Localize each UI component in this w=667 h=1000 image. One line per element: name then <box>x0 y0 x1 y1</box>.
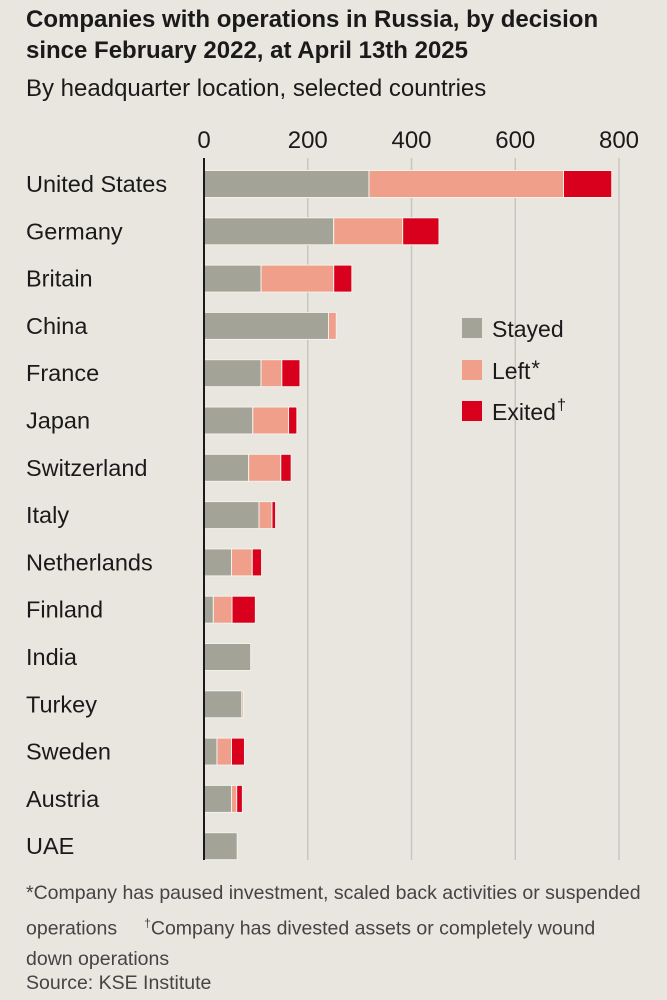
legend-swatch-exited <box>462 401 482 421</box>
bar-left <box>216 737 232 766</box>
category-label: Finland <box>26 597 103 623</box>
category-label: Austria <box>26 786 100 812</box>
bar-left <box>260 264 335 293</box>
bar-stayed <box>203 170 370 198</box>
footnote: *Company has paused investment, scaled b… <box>26 878 646 974</box>
bar-stayed <box>203 784 232 813</box>
bar-left <box>333 217 404 246</box>
x-tick-label: 0 <box>197 127 210 154</box>
x-tick-label: 600 <box>495 127 535 154</box>
legend-label-stayed: Stayed <box>492 316 564 342</box>
footnote-exited-mark: † <box>144 916 151 930</box>
category-label: China <box>26 313 88 339</box>
x-tick-label: 200 <box>288 127 328 154</box>
bar-exited <box>288 406 298 435</box>
bar-left <box>212 595 233 624</box>
category-label: Japan <box>26 408 90 434</box>
footnote-left-text: Company has paused investment, scaled ba… <box>26 882 641 940</box>
bar-exited <box>333 264 353 293</box>
legend-swatch-stayed <box>462 318 482 338</box>
legend-mark-exited: † <box>557 397 566 414</box>
bar-exited <box>402 217 440 246</box>
bar-exited <box>271 501 277 530</box>
bar-left <box>241 690 244 719</box>
x-tick-label: 400 <box>391 127 431 154</box>
category-label: France <box>26 360 99 386</box>
stacked-bar-chart: 0 200 400 600 800 United States Germany Britain… <box>26 127 639 861</box>
bar-stayed <box>203 548 232 577</box>
bar-left <box>230 548 253 577</box>
category-label: Germany <box>26 218 123 244</box>
category-label: Netherlands <box>26 549 153 575</box>
footnote-exited-text: Company has divested assets or completel… <box>26 917 596 970</box>
legend-swatch-left <box>462 360 482 380</box>
bar-exited <box>236 784 243 813</box>
bar-left <box>328 311 337 340</box>
bar-left <box>230 784 238 813</box>
bar-stayed <box>203 453 250 482</box>
bar-left <box>248 453 282 482</box>
bar-stayed <box>203 406 254 435</box>
bar-exited <box>251 548 263 577</box>
bar-stayed <box>203 217 335 246</box>
chart-title: Companies with operations in Russia, by … <box>26 6 599 64</box>
bar-stayed <box>203 501 260 530</box>
bar-stayed <box>203 832 238 861</box>
category-label: Britain <box>26 266 93 292</box>
bar-stayed <box>203 737 218 766</box>
category-label: UAE <box>26 833 74 859</box>
legend-label-exited: Exited <box>492 399 556 425</box>
bar-exited <box>281 359 301 388</box>
footnote-left-mark: * <box>26 882 34 904</box>
source: Source: KSE Institute <box>26 972 212 994</box>
bar-stayed <box>203 690 243 719</box>
category-label: Italy <box>26 502 69 528</box>
bar-left <box>252 406 290 435</box>
bar-stayed <box>203 359 262 388</box>
bar-stayed <box>203 643 252 671</box>
legend-mark-left: * <box>531 356 540 381</box>
bar-exited <box>230 737 245 766</box>
bar-left <box>258 501 273 530</box>
bar-exited <box>231 595 256 624</box>
category-label: India <box>26 644 78 670</box>
bar-stayed <box>203 311 329 340</box>
category-label: Turkey <box>26 691 97 717</box>
legend-label-left: Left <box>492 358 531 384</box>
bar-left <box>368 170 564 198</box>
bar-stayed <box>203 264 262 293</box>
bar-left <box>260 359 283 388</box>
chart-subtitle: By headquarter location, selected countr… <box>26 75 487 102</box>
category-label: Sweden <box>26 739 111 765</box>
x-tick-label: 800 <box>599 127 639 154</box>
bar-exited <box>562 170 613 198</box>
category-label: United States <box>26 171 167 197</box>
bar-exited <box>280 453 292 482</box>
bar-stayed <box>203 595 214 624</box>
category-label: Switzerland <box>26 455 147 481</box>
